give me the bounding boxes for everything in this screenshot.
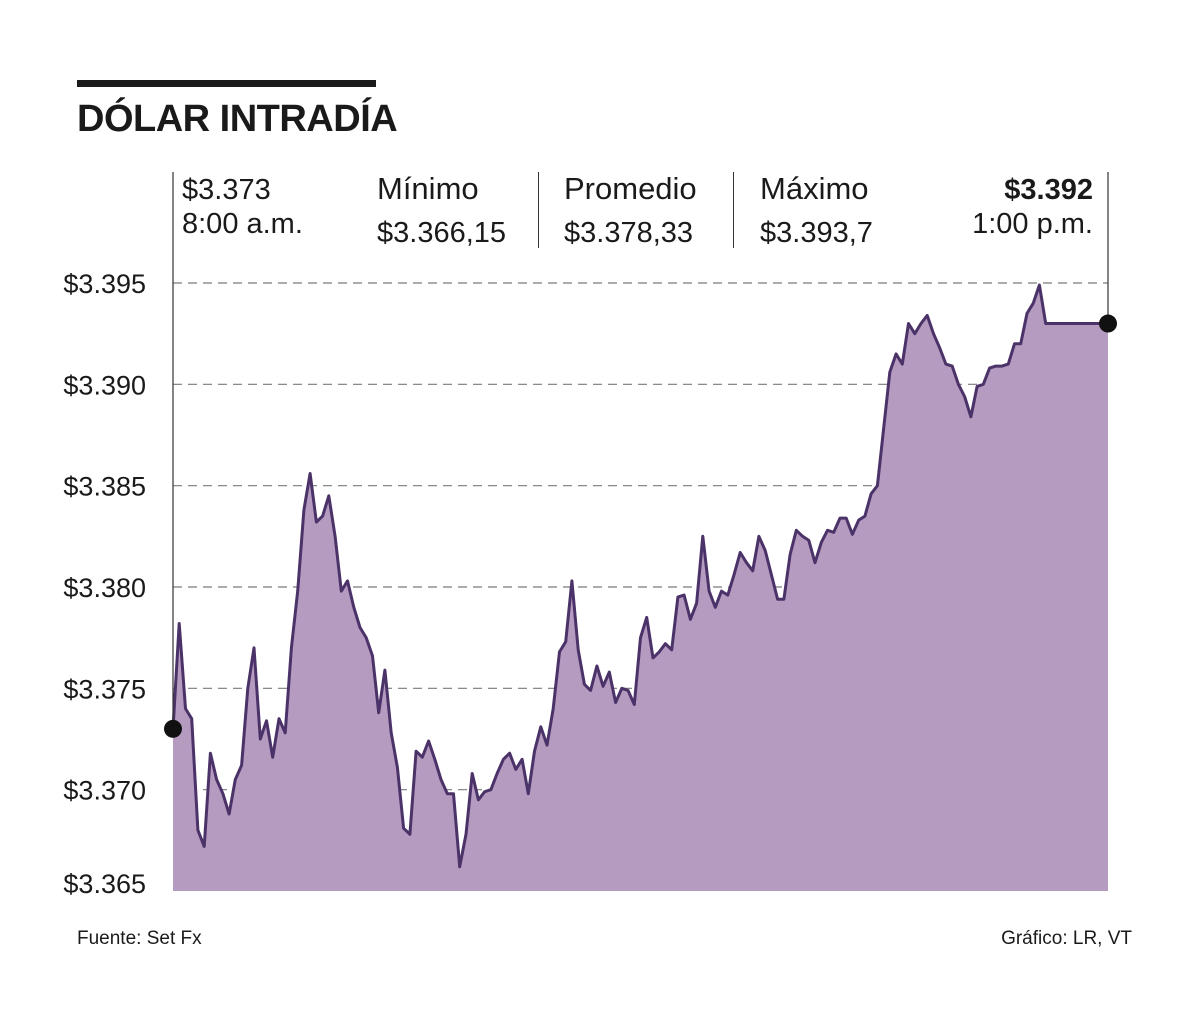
start-label: $3.373 8:00 a.m.: [182, 173, 303, 241]
divider: [538, 172, 539, 248]
end-value: $3.392: [1004, 174, 1093, 206]
title-rule: [77, 80, 376, 87]
end-time: 1:00 p.m.: [972, 208, 1093, 240]
y-axis-ticks: $3.365 $3.370 $3.375 $3.380 $3.385 $3.390 $3.3…: [63, 269, 146, 899]
average-value: $3.378,33: [564, 217, 694, 249]
y-tick-label: $3.385: [63, 472, 146, 502]
start-marker: [164, 719, 182, 738]
y-tick-label: $3.390: [63, 370, 146, 400]
source-note: Fuente: Set Fx: [77, 928, 202, 949]
minimum-label: Mínimo: [377, 171, 479, 206]
y-tick-label: $3.395: [63, 269, 146, 299]
maximum-label: Máximo: [760, 171, 869, 206]
maximum-value: $3.393,7: [760, 217, 873, 249]
end-marker: [1099, 314, 1117, 333]
average-stat: Promedio $3.378,33: [564, 171, 697, 251]
credit-note: Gráfico: LR, VT: [1001, 928, 1132, 949]
minimum-stat: Mínimo $3.366,15: [377, 171, 506, 251]
chart-title: DÓLAR INTRADÍA: [77, 98, 398, 140]
maximum-stat: Máximo $3.393,7: [760, 171, 873, 251]
y-tick-label: $3.380: [63, 573, 146, 603]
divider: [733, 172, 734, 248]
y-tick-label: $3.370: [63, 776, 146, 806]
start-time: 8:00 a.m.: [182, 208, 303, 240]
average-label: Promedio: [564, 171, 697, 206]
minimum-value: $3.366,15: [377, 217, 507, 249]
y-tick-label: $3.365: [63, 869, 146, 899]
price-line: [171, 283, 1108, 869]
area-fill: [173, 285, 1108, 891]
start-value: $3.373: [182, 174, 271, 206]
y-tick-label: $3.375: [63, 674, 146, 704]
end-label: $3.392 1:00 p.m.: [972, 173, 1093, 241]
